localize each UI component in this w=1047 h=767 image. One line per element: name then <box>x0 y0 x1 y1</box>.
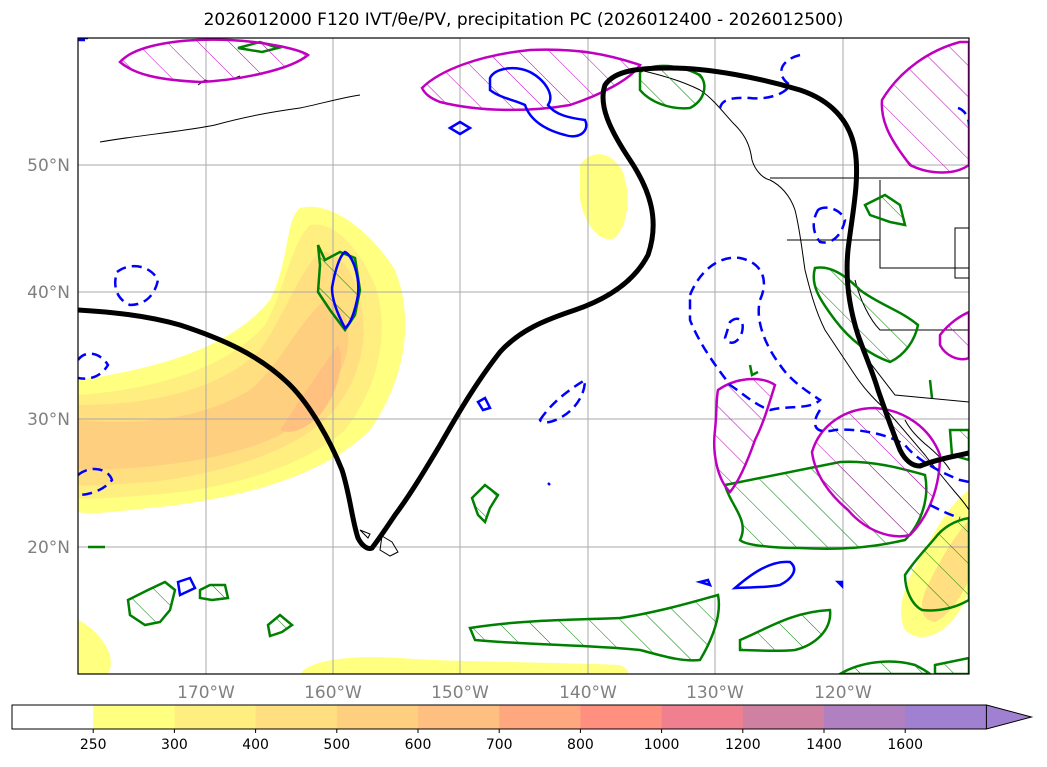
pv-solid-contours <box>78 38 844 597</box>
latitude-labels: 50°N 40°N 30°N 20°N <box>27 156 70 558</box>
longitude-labels: 170°W 160°W 150°W 140°W 130°W 120°W <box>177 683 872 703</box>
colorbar: 250 300 400 500 600 700 800 1000 1200 1400 1600 <box>11 704 1034 753</box>
colorbar-extend-arrow <box>985 704 1034 730</box>
lon-label-120w: 120°W <box>814 683 872 703</box>
colorbar-tick-label: 1000 <box>644 737 680 753</box>
map-title: 2026012000 F120 IVT/θe/PV, precipitation… <box>203 10 844 30</box>
colorbar-segment <box>174 705 257 729</box>
colorbar-segment <box>418 705 500 729</box>
lat-label-30: 30°N <box>27 410 70 430</box>
colorbar-tick-label: 400 <box>242 737 269 753</box>
lon-label-160w: 160°W <box>304 683 362 703</box>
colorbar-segment <box>499 705 581 729</box>
lon-label-170w: 170°W <box>177 683 235 703</box>
lat-label-50: 50°N <box>27 156 70 176</box>
colorbar-segment <box>93 705 175 729</box>
colorbar-tick-label: 600 <box>405 737 432 753</box>
colorbar-tick-label: 700 <box>486 737 513 753</box>
precip-magenta-contours <box>118 38 969 538</box>
colorbar-tick-label: 300 <box>161 737 188 753</box>
colorbar-tick-label: 1400 <box>806 737 842 753</box>
colorbar-segment <box>255 705 338 729</box>
lat-label-40: 40°N <box>27 283 70 303</box>
colorbar-segment <box>661 705 744 729</box>
lat-label-20: 20°N <box>27 538 70 558</box>
plot-frame <box>77 37 970 675</box>
colorbar-segment <box>824 705 906 729</box>
precip-green-contours <box>88 40 969 674</box>
lon-label-140w: 140°W <box>559 683 617 703</box>
lon-label-150w: 150°W <box>431 683 489 703</box>
colorbar-tick-label: 1200 <box>725 737 761 753</box>
colorbar-tick-label: 1600 <box>887 737 923 753</box>
lon-label-130w: 130°W <box>686 683 744 703</box>
colorbar-segment <box>905 705 987 729</box>
colorbar-tick-label: 250 <box>80 737 107 753</box>
theta-e-contour <box>78 65 969 551</box>
graticule <box>78 38 969 674</box>
colorbar-segment <box>742 705 825 729</box>
colorbar-tick-label: 800 <box>567 737 594 753</box>
colorbar-tick-label: 500 <box>323 737 350 753</box>
plot-area <box>78 38 969 674</box>
colorbar-segment <box>336 705 419 729</box>
colorbar-segment <box>580 705 663 729</box>
colorbar-segment <box>12 705 94 729</box>
